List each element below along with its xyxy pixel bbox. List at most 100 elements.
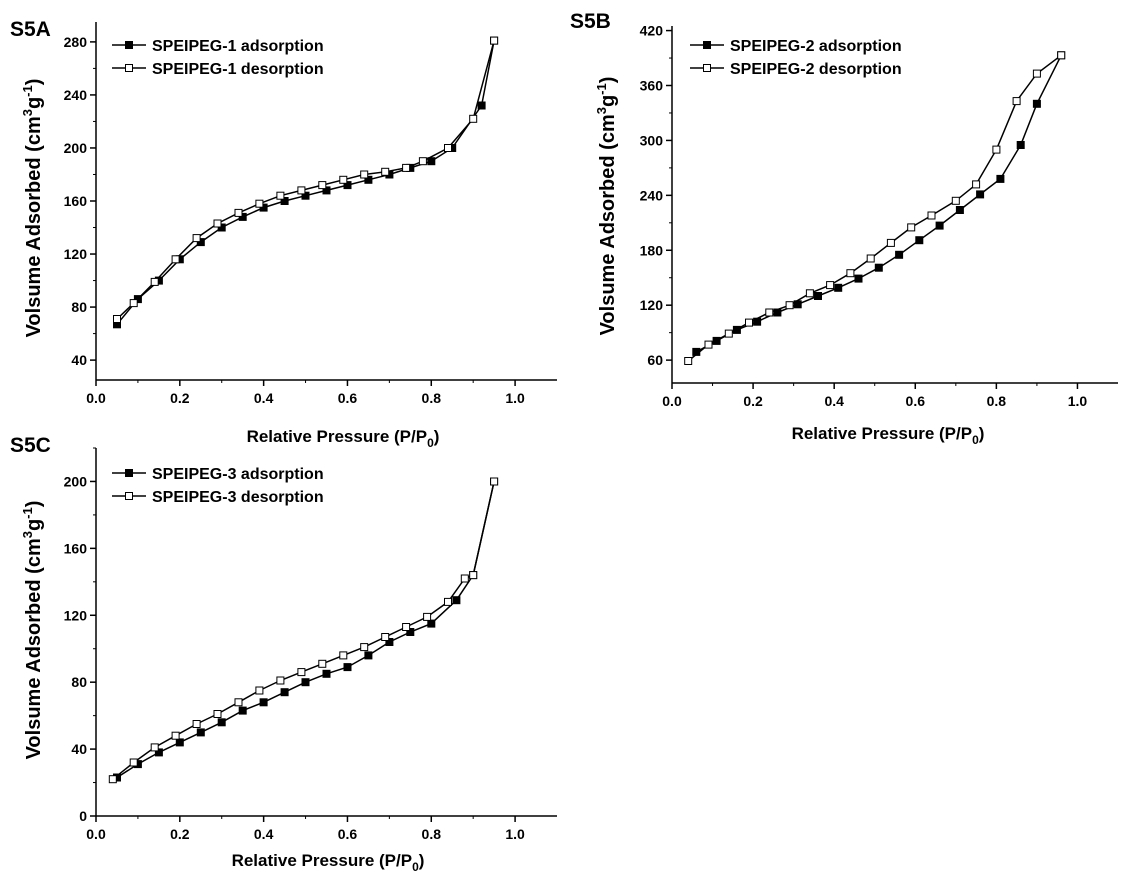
desorption-point <box>234 698 243 707</box>
y-tick-label: 160 <box>64 193 88 209</box>
adsorption-point <box>814 292 822 300</box>
adsorption-point <box>343 663 352 672</box>
desorption-point <box>444 597 452 606</box>
y-tick-label: 40 <box>71 741 87 757</box>
desorption-point <box>469 571 478 580</box>
adsorption-point <box>915 236 924 245</box>
x-tick-label: 0.0 <box>662 393 682 409</box>
panel-s5c: S5C 0.0 0.2 0.4 0.6 0.8 1.0 0 40 80 120 160 200 SPEI… <box>10 434 557 874</box>
legend-label: SPEIPEG-1 adsorption <box>152 38 324 55</box>
x-axis-title-s5c: Relative Pressure (P/P0) <box>232 851 425 874</box>
x-tick-label: 0.0 <box>86 390 106 406</box>
desorption-point <box>951 196 960 205</box>
y-tick-label: 280 <box>64 34 88 50</box>
adsorption-point <box>238 706 247 715</box>
x-tick-label: 0.2 <box>743 393 763 409</box>
panel-s5a: S5A 0.0 0.2 0.4 0.6 0.8 1.0 40 80 120 160 200 240 28… <box>10 18 557 450</box>
y-tick-label: 300 <box>640 132 664 148</box>
adsorption-point <box>895 250 904 259</box>
desorption-point <box>255 199 264 208</box>
adsorption-point <box>280 197 289 205</box>
adsorption-point <box>196 728 205 737</box>
desorption-point <box>490 36 499 45</box>
desorption-point <box>805 289 814 298</box>
legend-label: SPEIPEG-2 desorption <box>730 61 902 78</box>
adsorption-point <box>452 596 461 605</box>
desorption-point <box>1057 51 1066 60</box>
y-tick-label: 80 <box>71 674 87 690</box>
desorption-point <box>490 477 499 486</box>
adsorption-point <box>854 274 863 283</box>
adsorption-point <box>996 174 1005 183</box>
desorption-line <box>112 481 495 780</box>
desorption-point <box>684 357 693 365</box>
desorption-point <box>402 623 411 631</box>
desorption-point <box>129 758 138 767</box>
y-tick-label: 120 <box>640 297 664 313</box>
y-tick-label: 40 <box>71 352 87 368</box>
y-tick-label: 200 <box>64 140 88 156</box>
legend-label: SPEIPEG-1 desorption <box>152 61 324 78</box>
y-tick-label: 240 <box>64 87 88 103</box>
desorption-point <box>150 743 159 752</box>
x-tick-label: 0.8 <box>422 390 442 406</box>
adsorption-point <box>364 175 373 184</box>
desorption-point <box>1032 69 1041 78</box>
legend-label: SPEIPEG-3 adsorption <box>152 466 324 483</box>
x-tick-label: 0.0 <box>86 826 106 842</box>
desorption-point <box>360 170 369 179</box>
x-tick-label: 0.2 <box>170 826 190 842</box>
desorption-point <box>297 668 306 677</box>
y-tick-label: 60 <box>647 352 663 368</box>
desorption-point <box>381 633 390 641</box>
plot-area-s5c: 0.0 0.2 0.4 0.6 0.8 1.0 0 40 80 120 160 200 SPEIPEG-… <box>64 447 557 842</box>
adsorption-point <box>427 157 436 166</box>
desorption-line <box>116 40 495 320</box>
desorption-point <box>192 234 201 243</box>
adsorption-point <box>834 283 843 292</box>
desorption-point <box>826 281 835 290</box>
y-tick-label: 120 <box>64 246 88 262</box>
desorption-point <box>907 223 916 232</box>
x-tick-label: 1.0 <box>1068 393 1088 409</box>
adsorption-point <box>154 748 163 757</box>
panel-label-s5c: S5C <box>10 434 51 457</box>
desorption-line <box>687 54 1062 362</box>
adsorption-line <box>116 40 495 325</box>
desorption-point <box>234 208 243 217</box>
y-axis-title-s5c: Volsume Adsorbed (cm3g-1) <box>20 501 45 760</box>
panel-label-s5b: S5B <box>570 10 611 33</box>
y-axis-title-s5a: Volsume Adsorbed (cm3g-1) <box>20 79 45 338</box>
desorption-point <box>765 308 774 317</box>
desorption-point <box>150 277 159 286</box>
adsorption-point <box>406 628 415 636</box>
adsorption-point <box>874 263 883 272</box>
adsorption-point <box>1016 141 1025 149</box>
desorption-point <box>171 731 180 740</box>
desorption-point <box>339 175 348 184</box>
desorption-point <box>418 157 427 166</box>
y-tick-label: 180 <box>640 242 664 258</box>
x-tick-label: 0.6 <box>338 826 358 842</box>
x-tick-label: 0.8 <box>987 393 1007 409</box>
x-tick-label: 1.0 <box>505 826 525 842</box>
legend-label: SPEIPEG-3 desorption <box>152 489 324 506</box>
legend-marker-filled <box>125 41 133 49</box>
adsorption-point <box>322 669 331 678</box>
adsorption-point <box>280 688 289 697</box>
x-tick-label: 0.4 <box>824 393 844 409</box>
y-axis-title-s5b: Volsume Adsorbed (cm3g-1) <box>594 77 619 336</box>
x-tick-label: 0.4 <box>254 390 274 406</box>
desorption-point <box>704 340 713 349</box>
desorption-point <box>360 643 369 652</box>
plot-area-s5a: 0.0 0.2 0.4 0.6 0.8 1.0 40 80 120 160 200 240 280 SPE… <box>64 22 557 406</box>
adsorption-point <box>322 186 331 195</box>
y-tick-label: 80 <box>71 299 87 315</box>
panel-s5b: S5B 0.0 0.2 0.4 0.6 0.8 1.0 60 120 180 240 300 360 4… <box>570 10 1118 447</box>
desorption-point <box>469 114 478 123</box>
y-tick-label: 120 <box>64 607 88 623</box>
x-axis-title-s5b: Relative Pressure (P/P0) <box>792 424 985 447</box>
desorption-point <box>192 720 201 728</box>
adsorption-point <box>343 181 352 190</box>
adsorption-point <box>364 651 373 660</box>
